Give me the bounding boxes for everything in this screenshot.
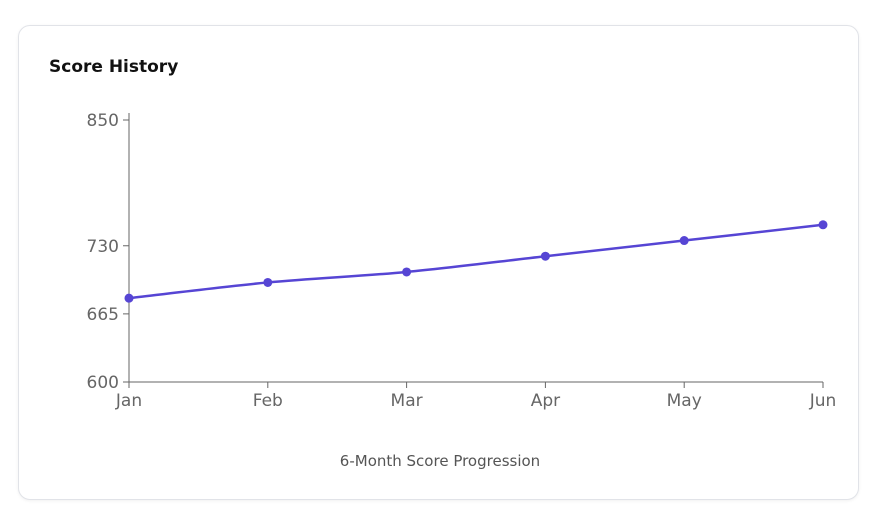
data-point <box>540 251 550 261</box>
x-axis-caption: 6-Month Score Progression <box>340 452 540 470</box>
y-axis-ticks: 600 665 730 850 <box>87 111 129 393</box>
data-point <box>818 220 828 230</box>
x-tick-label: Apr <box>531 391 560 411</box>
x-tick-label: Feb <box>253 391 283 411</box>
y-tick-label: 850 <box>87 111 119 131</box>
x-tick-label: Mar <box>391 391 423 411</box>
data-point <box>124 293 134 303</box>
series-line <box>128 223 824 300</box>
card-title: Score History <box>49 57 179 77</box>
y-tick-label: 665 <box>87 305 119 325</box>
data-point <box>402 267 412 277</box>
x-tick-label: May <box>667 391 702 411</box>
y-axis: 600 665 730 850 <box>87 111 130 393</box>
x-axis-ticks: Jan Feb Mar Apr May Jun <box>115 382 836 411</box>
x-axis: Jan Feb Mar Apr May Jun <box>115 381 836 411</box>
data-point <box>263 277 273 287</box>
score-history-card: Score History <box>18 25 859 500</box>
y-tick-label: 730 <box>87 237 119 257</box>
data-point <box>679 236 689 246</box>
x-tick-label: Jan <box>115 391 142 411</box>
y-tick-label: 600 <box>87 373 119 393</box>
x-tick-label: Jun <box>809 391 837 411</box>
series-layer <box>124 220 828 303</box>
